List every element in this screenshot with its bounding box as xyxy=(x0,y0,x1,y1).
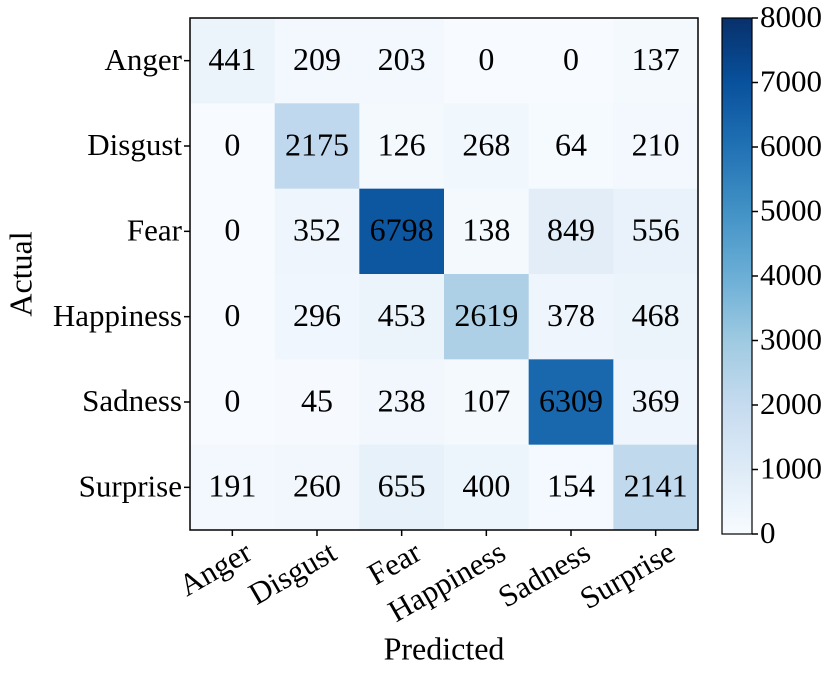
x-tick-label: Anger xyxy=(173,534,258,603)
heatmap-cell xyxy=(359,444,445,531)
heatmap-cell xyxy=(444,274,530,360)
cell-value: 378 xyxy=(547,297,595,333)
heatmap-cell xyxy=(190,444,276,531)
cell-value: 260 xyxy=(293,468,341,504)
plot-frame xyxy=(189,17,699,531)
x-axis-label: Predicted xyxy=(384,630,505,666)
heatmap-cell xyxy=(359,18,445,104)
cell-value: 2619 xyxy=(454,297,518,333)
heatmap-cell xyxy=(190,103,276,190)
heatmap-cell xyxy=(613,274,699,360)
colorbar-tick-label: 1000 xyxy=(760,451,822,486)
cell-value: 0 xyxy=(224,382,240,418)
cell-value: 45 xyxy=(301,382,333,418)
heatmap-cell xyxy=(444,103,530,190)
y-axis-label: Actual xyxy=(2,231,38,316)
cell-value: 238 xyxy=(378,382,426,418)
heatmap-cell xyxy=(613,188,699,275)
heatmap-cell xyxy=(359,103,445,190)
y-tick-label: Surprise xyxy=(79,468,182,503)
cell-value: 209 xyxy=(293,41,341,77)
cell-value: 369 xyxy=(632,382,680,418)
cell-value: 468 xyxy=(632,297,680,333)
cell-value: 203 xyxy=(378,41,426,77)
cell-value: 268 xyxy=(462,126,510,162)
cell-value: 137 xyxy=(632,41,680,77)
colorbar-tick-label: 3000 xyxy=(760,322,822,357)
cell-value: 64 xyxy=(555,126,587,162)
heatmap-cell xyxy=(190,274,276,360)
heatmap-cell xyxy=(444,18,530,104)
cell-value: 6798 xyxy=(370,212,434,248)
colorbar xyxy=(721,17,753,535)
cell-value: 154 xyxy=(547,468,595,504)
colorbar-tick-label: 6000 xyxy=(760,128,822,163)
heatmap-cell xyxy=(359,188,445,275)
heatmap-cell xyxy=(274,103,360,190)
y-tick-label: Sadness xyxy=(82,383,182,418)
heatmap-cell xyxy=(274,188,360,275)
cell-value: 126 xyxy=(378,126,426,162)
colorbar-tick-label: 7000 xyxy=(760,64,822,99)
heatmap-cell xyxy=(444,188,530,275)
heatmap-cell xyxy=(444,359,530,446)
heatmap-cell xyxy=(613,444,699,531)
x-tick-label: Surprise xyxy=(574,534,681,616)
cell-value: 849 xyxy=(547,212,595,248)
heatmap-cell xyxy=(528,444,614,531)
cell-value: 0 xyxy=(224,126,240,162)
cell-value: 0 xyxy=(224,212,240,248)
heatmap-cell xyxy=(528,103,614,190)
heatmap-cell xyxy=(444,444,530,531)
y-tick-label: Happiness xyxy=(53,298,182,333)
cell-value: 2141 xyxy=(624,468,688,504)
cell-value: 453 xyxy=(378,297,426,333)
colorbar-tick-label: 4000 xyxy=(760,257,822,292)
cell-value: 352 xyxy=(293,212,341,248)
heatmap-cell xyxy=(274,18,360,104)
y-tick-label: Fear xyxy=(127,212,183,247)
cell-value: 400 xyxy=(462,468,510,504)
cell-value: 191 xyxy=(208,468,256,504)
heatmap-cell xyxy=(528,359,614,446)
heatmap-cell xyxy=(359,274,445,360)
colorbar-tick-label: 8000 xyxy=(760,0,822,34)
cell-value: 441 xyxy=(208,41,256,77)
cell-value: 210 xyxy=(632,126,680,162)
heatmap-cell xyxy=(274,274,360,360)
cell-value: 655 xyxy=(378,468,426,504)
heatmap-cell xyxy=(613,18,699,104)
heatmap-cell xyxy=(274,444,360,531)
cell-value: 0 xyxy=(224,297,240,333)
heatmap-cell xyxy=(613,359,699,446)
heatmap-cell xyxy=(528,274,614,360)
heatmap-cell xyxy=(274,359,360,446)
heatmap-cell xyxy=(528,188,614,275)
cell-value: 0 xyxy=(478,41,494,77)
heatmap-cell xyxy=(190,359,276,446)
colorbar-tick-label: 2000 xyxy=(760,386,822,421)
colorbar-tick-label: 0 xyxy=(760,515,776,550)
heatmap-cell xyxy=(190,188,276,275)
heatmap-cell xyxy=(528,18,614,104)
cell-value: 296 xyxy=(293,297,341,333)
x-tick-label: Sadness xyxy=(492,534,596,614)
heatmap-cell xyxy=(190,18,276,104)
y-tick-label: Anger xyxy=(105,42,183,77)
cell-value: 2175 xyxy=(285,126,349,162)
colorbar-tick-label: 5000 xyxy=(760,193,822,228)
cell-value: 556 xyxy=(632,212,680,248)
heatmap-cell xyxy=(613,103,699,190)
cell-value: 107 xyxy=(462,382,510,418)
heatmap-cell xyxy=(359,359,445,446)
x-tick-label: Disgust xyxy=(242,534,342,612)
cell-value: 0 xyxy=(563,41,579,77)
cell-value: 138 xyxy=(462,212,510,248)
cell-value: 6309 xyxy=(539,382,603,418)
y-tick-label: Disgust xyxy=(87,127,182,162)
